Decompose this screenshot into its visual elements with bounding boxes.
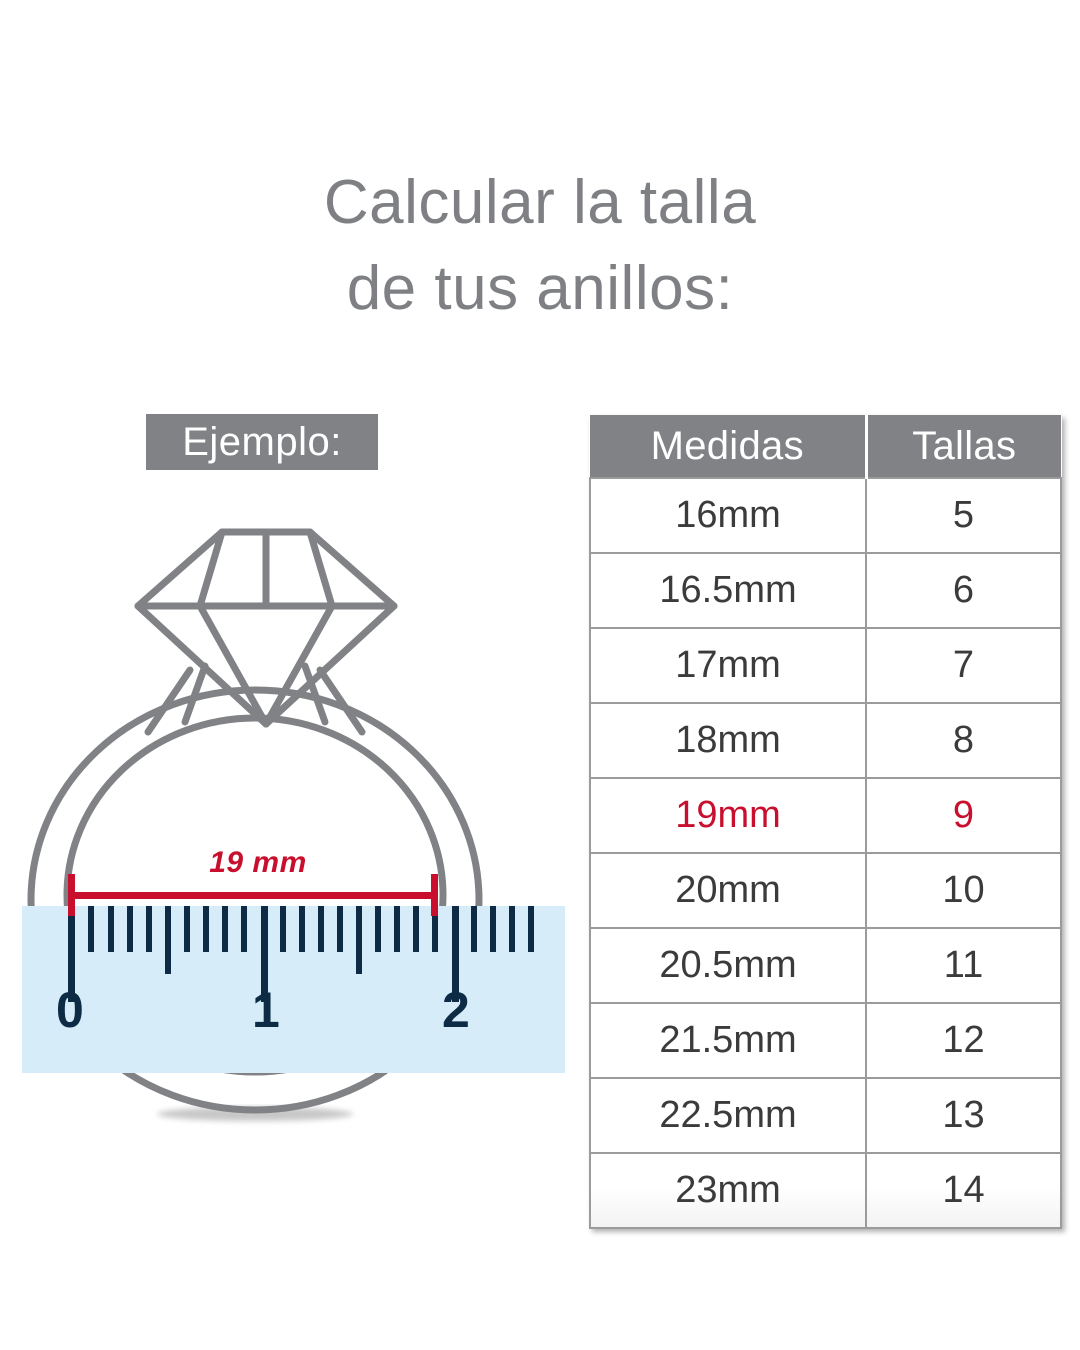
table-row: 16mm 5: [589, 477, 1062, 554]
ruler-band: [22, 906, 565, 1073]
table-row: 20.5mm 11: [589, 927, 1062, 1004]
cell-medida: 20.5mm: [589, 927, 867, 1004]
dimension-line: [68, 892, 438, 899]
column-header-medidas: Medidas: [590, 415, 866, 478]
cell-medida: 17mm: [589, 627, 867, 704]
table-row: 19mm 9: [589, 777, 1062, 854]
cell-talla: 13: [865, 1077, 1062, 1154]
ruler-tick-label-0: 0: [56, 982, 84, 1038]
measurement-dimension-line: [68, 874, 438, 916]
cell-medida: 23mm: [589, 1152, 867, 1229]
cell-medida: 16mm: [589, 477, 867, 554]
cell-medida: 18mm: [589, 702, 867, 779]
cell-talla: 10: [865, 852, 1062, 929]
table-row: 17mm 7: [589, 627, 1062, 704]
page-title: Calcular la talla de tus anillos:: [0, 160, 1080, 331]
table-row: 20mm 10: [589, 852, 1062, 929]
ring-shadow: [157, 1107, 353, 1121]
cell-talla: 9: [865, 777, 1062, 854]
cell-medida: 20mm: [589, 852, 867, 929]
cell-medida: 19mm: [589, 777, 867, 854]
page-title-line-2: de tus anillos:: [346, 253, 734, 323]
page-title-line-1: Calcular la talla: [323, 168, 757, 237]
ring-outer-band: [27, 686, 483, 1114]
ring-shoulder-left: [181, 662, 209, 726]
table-row: 16.5mm 6: [589, 552, 1062, 629]
diamond-gem-icon: [134, 528, 398, 728]
table-row: 22.5mm 13: [589, 1077, 1062, 1154]
cell-medida: 16.5mm: [589, 552, 867, 629]
table-row: 23mm 14: [589, 1152, 1062, 1229]
dimension-cap-right: [431, 874, 438, 916]
ring-setting-left: [144, 666, 194, 736]
column-header-tallas: Tallas: [864, 415, 1061, 478]
cell-talla: 11: [865, 927, 1062, 1004]
ring-size-table: Medidas Tallas 16mm 5 16.5mm 6 17mm 7 18mm 8 19m…: [589, 415, 1062, 1229]
example-label: Ejemplo:: [146, 414, 378, 470]
cell-talla: 14: [865, 1152, 1062, 1229]
table-header-row: Medidas Tallas: [590, 415, 1061, 478]
ruler-tick-label-2: 2: [442, 982, 470, 1038]
ring-shoulder-right: [301, 662, 329, 726]
cell-talla: 12: [865, 1002, 1062, 1079]
table-row: 21.5mm 12: [589, 1002, 1062, 1079]
diamond-ring-illustration: [0, 500, 580, 1140]
ruler-ticks: [68, 906, 534, 1002]
cell-medida: 22.5mm: [589, 1077, 867, 1154]
ring-setting-right: [316, 666, 366, 736]
cell-talla: 5: [865, 477, 1062, 554]
table-row: 18mm 8: [589, 702, 1062, 779]
measurement-label: 19 mm: [209, 846, 307, 879]
cell-talla: 7: [865, 627, 1062, 704]
cell-talla: 8: [865, 702, 1062, 779]
cell-talla: 6: [865, 552, 1062, 629]
cell-medida: 21.5mm: [589, 1002, 867, 1079]
ruler-tick-label-1: 1: [252, 982, 280, 1038]
